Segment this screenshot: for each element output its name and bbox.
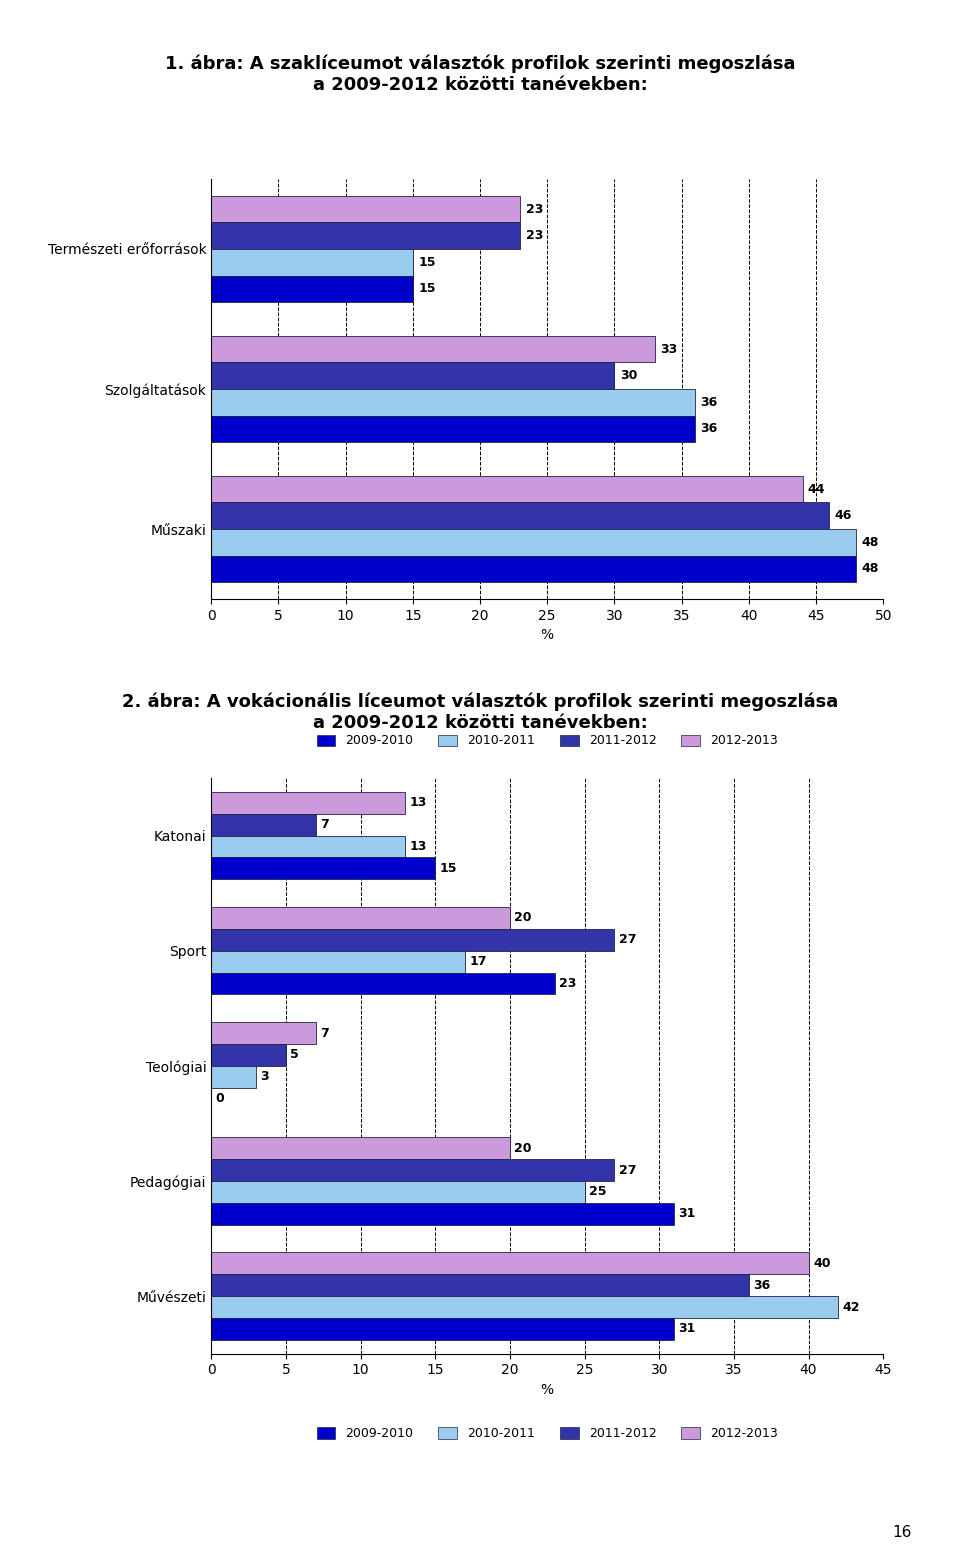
Text: 44: 44 <box>808 482 826 496</box>
Text: 15: 15 <box>419 255 436 269</box>
Text: 36: 36 <box>701 395 718 409</box>
Bar <box>211 792 405 814</box>
Bar <box>211 1066 256 1088</box>
Bar <box>211 476 803 503</box>
Bar <box>211 1318 674 1340</box>
Bar <box>211 929 614 951</box>
X-axis label: %: % <box>540 629 554 643</box>
Text: 33: 33 <box>660 342 678 356</box>
Bar <box>211 196 520 223</box>
Legend: 2009-2010, 2010-2011, 2011-2012, 2012-2013: 2009-2010, 2010-2011, 2011-2012, 2012-20… <box>311 730 783 753</box>
Text: 7: 7 <box>321 1027 329 1039</box>
Bar <box>211 503 829 529</box>
Text: 23: 23 <box>526 202 543 216</box>
Text: 25: 25 <box>589 1186 607 1198</box>
Text: 16: 16 <box>893 1525 912 1540</box>
Bar <box>211 836 405 857</box>
Bar <box>211 1274 749 1296</box>
Text: 31: 31 <box>679 1207 696 1220</box>
Text: 15: 15 <box>440 862 457 874</box>
Text: 13: 13 <box>410 840 427 853</box>
Text: 42: 42 <box>843 1301 860 1313</box>
Text: 40: 40 <box>813 1257 830 1270</box>
Bar <box>211 814 316 836</box>
Bar <box>211 336 655 363</box>
Bar <box>211 972 555 994</box>
Text: 7: 7 <box>321 818 329 831</box>
Text: 48: 48 <box>862 535 879 549</box>
Text: 1. ábra: A szaklíceumot választók profilok szerinti megoszlása
a 2009-2012 közöt: 1. ábra: A szaklíceumot választók profil… <box>165 54 795 93</box>
Bar <box>211 857 435 879</box>
Text: 48: 48 <box>862 562 879 576</box>
Text: 20: 20 <box>515 912 532 924</box>
Text: 27: 27 <box>619 1164 636 1176</box>
Bar <box>211 1181 585 1203</box>
Bar <box>211 951 465 972</box>
Text: 36: 36 <box>754 1279 771 1291</box>
Text: 15: 15 <box>419 282 436 296</box>
Bar <box>211 529 856 555</box>
Text: 27: 27 <box>619 934 636 946</box>
Bar <box>211 275 413 302</box>
Bar <box>211 1137 510 1159</box>
Text: 31: 31 <box>679 1323 696 1335</box>
Text: 13: 13 <box>410 797 427 809</box>
Bar <box>211 1159 614 1181</box>
Text: 3: 3 <box>260 1071 269 1083</box>
Bar <box>211 223 520 249</box>
Bar <box>211 1022 316 1044</box>
Text: 46: 46 <box>835 509 852 523</box>
Text: 17: 17 <box>469 955 487 968</box>
Bar <box>211 555 856 582</box>
Text: 36: 36 <box>701 422 718 436</box>
Bar <box>211 363 614 389</box>
Bar <box>211 1253 808 1274</box>
Text: 0: 0 <box>216 1092 225 1105</box>
Text: 5: 5 <box>290 1049 300 1061</box>
Bar <box>211 1044 286 1066</box>
Bar <box>211 415 695 442</box>
Text: 20: 20 <box>515 1142 532 1155</box>
Text: 23: 23 <box>559 977 577 990</box>
X-axis label: %: % <box>540 1383 554 1397</box>
Bar <box>211 389 695 415</box>
Bar <box>211 249 413 275</box>
Legend: 2009-2010, 2010-2011, 2011-2012, 2012-2013: 2009-2010, 2010-2011, 2011-2012, 2012-20… <box>311 1422 783 1446</box>
Bar <box>211 907 510 929</box>
Text: 2. ábra: A vokácionális líceumot választók profilok szerinti megoszlása
a 2009-2: 2. ábra: A vokácionális líceumot választ… <box>122 692 838 731</box>
Text: 30: 30 <box>620 369 637 383</box>
Text: 23: 23 <box>526 229 543 243</box>
Bar <box>211 1203 674 1225</box>
Bar <box>211 1296 838 1318</box>
